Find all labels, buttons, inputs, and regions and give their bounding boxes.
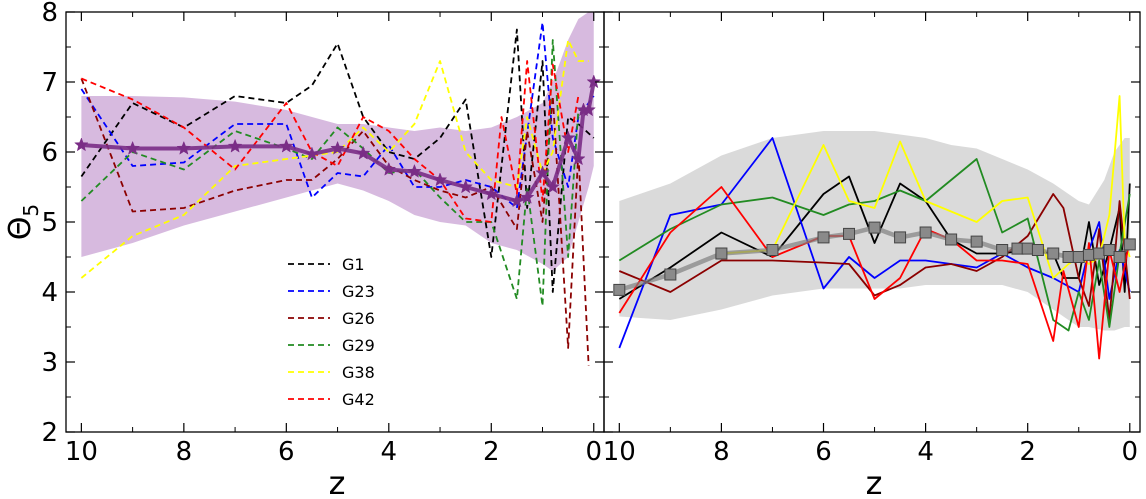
y-tick-label: 7 — [41, 68, 58, 98]
mean-marker — [766, 244, 779, 256]
legend-label-g38: G38 — [342, 363, 375, 382]
mean-marker — [227, 138, 243, 153]
mean-marker — [458, 179, 473, 194]
legend-label-g23: G23 — [342, 282, 375, 301]
mean-marker — [1082, 248, 1095, 261]
mean-marker — [407, 163, 422, 178]
mean-marker — [74, 137, 89, 152]
mean-marker — [560, 130, 576, 145]
series-line-g29 — [618, 158, 1131, 332]
mean-marker — [1047, 247, 1060, 260]
y-axis-label: Θ5 — [3, 204, 43, 240]
mean-marker — [330, 140, 345, 155]
y-tick-label: 4 — [41, 278, 58, 308]
x-tick-label: 0 — [585, 437, 602, 467]
y-tick-label: 6 — [41, 138, 58, 168]
x-tick-label: 8 — [176, 437, 193, 467]
mean-marker — [279, 138, 294, 153]
series-line-g1 — [80, 28, 595, 293]
legend-label-g26: G26 — [342, 309, 375, 328]
mean-marker — [894, 231, 907, 244]
mean-line — [81, 81, 596, 203]
mean-marker — [996, 244, 1009, 256]
mean-marker — [1062, 251, 1075, 263]
mean-marker — [868, 221, 881, 234]
mean-marker — [125, 140, 140, 155]
mean-marker — [1031, 244, 1044, 256]
mean-marker — [1103, 244, 1116, 256]
plot-area — [80, 12, 596, 366]
series-line-g23 — [80, 21, 595, 209]
y-tick-label: 8 — [41, 0, 58, 28]
mean-marker — [432, 172, 448, 187]
mean-marker — [304, 146, 320, 161]
x-tick-label: 4 — [917, 437, 934, 467]
mean-marker — [176, 140, 192, 155]
right-panel: 10 8 6 4 2 0 z — [603, 11, 1141, 499]
x-tick-label: 6 — [278, 437, 295, 467]
y-tick-label: 2 — [41, 418, 58, 448]
series-line-g38 — [80, 39, 589, 279]
legend-label-g29: G29 — [342, 336, 375, 355]
mean-marker — [1021, 242, 1034, 255]
series-line-g23 — [618, 137, 1131, 349]
mean-marker — [571, 151, 586, 166]
mean-marker — [1011, 242, 1024, 255]
y-tick-label: 5 — [41, 208, 58, 238]
mean-marker — [613, 283, 626, 296]
y-tick-label: 3 — [41, 348, 58, 378]
x-tick-label: 2 — [1019, 437, 1036, 467]
mean-marker — [519, 189, 535, 204]
mean-marker — [715, 247, 728, 260]
mean-marker — [843, 227, 856, 240]
mean-marker — [535, 165, 550, 180]
mean-marker — [586, 74, 602, 89]
x-tick-label: 8 — [713, 437, 730, 467]
x-tick-label: 10 — [603, 437, 636, 467]
series-line-g26 — [80, 78, 590, 366]
legend-label-g1: G1 — [342, 255, 365, 274]
mean-marker — [483, 186, 499, 201]
mean-marker — [1093, 247, 1106, 260]
mean-marker — [817, 231, 830, 244]
mean-marker — [945, 233, 958, 246]
x-axis-label: z — [866, 464, 883, 499]
x-tick-label: 2 — [483, 437, 500, 467]
mean-marker — [355, 145, 371, 160]
x-tick-label: 10 — [65, 437, 98, 467]
x-tick-label: 6 — [815, 437, 832, 467]
series-line-g38 — [721, 95, 1131, 279]
x-tick-label: 0 — [1122, 437, 1139, 467]
mean-marker — [581, 102, 596, 117]
mean-marker — [381, 161, 397, 176]
x-axis-label: z — [329, 464, 346, 499]
mean-marker — [1072, 251, 1085, 263]
mean-marker — [1123, 238, 1136, 251]
mean-marker — [1113, 251, 1126, 263]
left-panel: 10 8 6 4 2 0 2 3 4 5 6 7 8 z Θ5 G1 G23 G26 G29 G38 G42 — [3, 0, 605, 499]
legend: G1 G23 G26 G29 G38 G42 — [288, 255, 375, 409]
legend-label-g42: G42 — [342, 390, 375, 409]
mean-marker — [545, 179, 561, 194]
mean-marker — [509, 193, 525, 208]
mean-marker — [970, 235, 983, 248]
series-line-g42 — [618, 186, 1131, 360]
mean-marker — [664, 268, 677, 281]
mean-marker — [919, 226, 932, 239]
x-tick-label: 4 — [381, 437, 398, 467]
